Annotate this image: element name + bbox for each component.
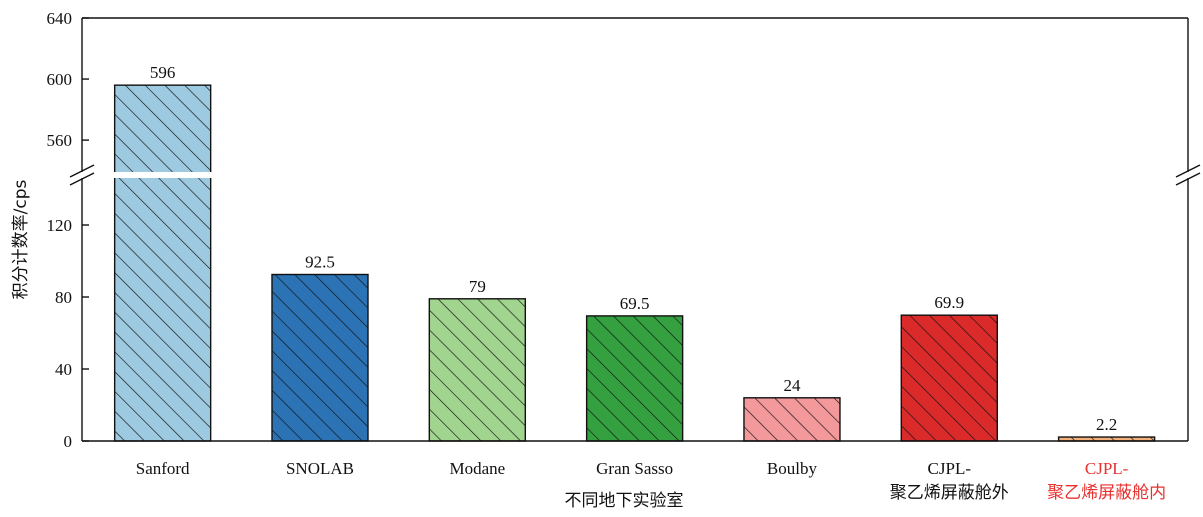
y-tick-label: 600 [47,70,73,89]
y-tick-label: 120 [47,216,73,235]
bar-hatch [114,85,211,441]
bar-group [585,315,684,442]
bar-hatch [586,315,683,441]
bar-hatch [743,397,840,441]
y-tick-label: 640 [47,9,73,28]
bar-hatch [429,298,526,441]
data-label: 79 [469,277,486,296]
data-label: 69.9 [934,293,964,312]
bar-hatch [901,315,998,441]
axis-break-mark-left [69,164,95,186]
y-tick-label: 0 [64,432,73,451]
bar-hatch [1058,437,1155,441]
x-tick-label: 聚乙烯屏蔽舱内 [1047,483,1166,502]
x-tick-label: 聚乙烯屏蔽舱外 [890,483,1009,502]
bars [113,84,1156,442]
axis-break-gap [80,172,1190,178]
bar-group [743,397,841,442]
axes-frame [69,17,1201,442]
y-axis-title: 积分计数率/cps [11,180,31,300]
x-tick-label: Gran Sasso [596,459,673,478]
bar-group [113,84,212,442]
bar-group [428,298,527,442]
x-tick-label: Boulby [767,459,818,478]
x-tick-label: CJPL- [928,459,972,478]
x-tick-label: SNOLAB [286,459,354,478]
x-tick-label: Sanford [136,459,190,478]
data-label: 92.5 [305,253,335,272]
x-tick-label: Modane [449,459,505,478]
x-axis-title: 不同地下实验室 [565,491,684,511]
y-tick-label: 560 [47,131,73,150]
bar-group [271,273,369,442]
data-label: 69.5 [620,294,650,313]
y-tick-label: 40 [55,360,72,379]
data-label: 596 [150,63,176,82]
x-tick-label: CJPL- [1085,459,1129,478]
data-label: 2.2 [1096,415,1117,434]
data-label: 24 [783,376,801,395]
y-axis-ticks: 0 40 80 120 560 600 640 [47,9,89,451]
axis-break-mark-right [1175,164,1201,186]
y-tick-label: 80 [55,288,72,307]
bar-group [900,314,998,442]
bar-hatch [271,274,368,441]
labels: 596 Sanford 92.5 SNOLAB 79 Modane 69.5 Gran Sas… [136,63,1166,502]
